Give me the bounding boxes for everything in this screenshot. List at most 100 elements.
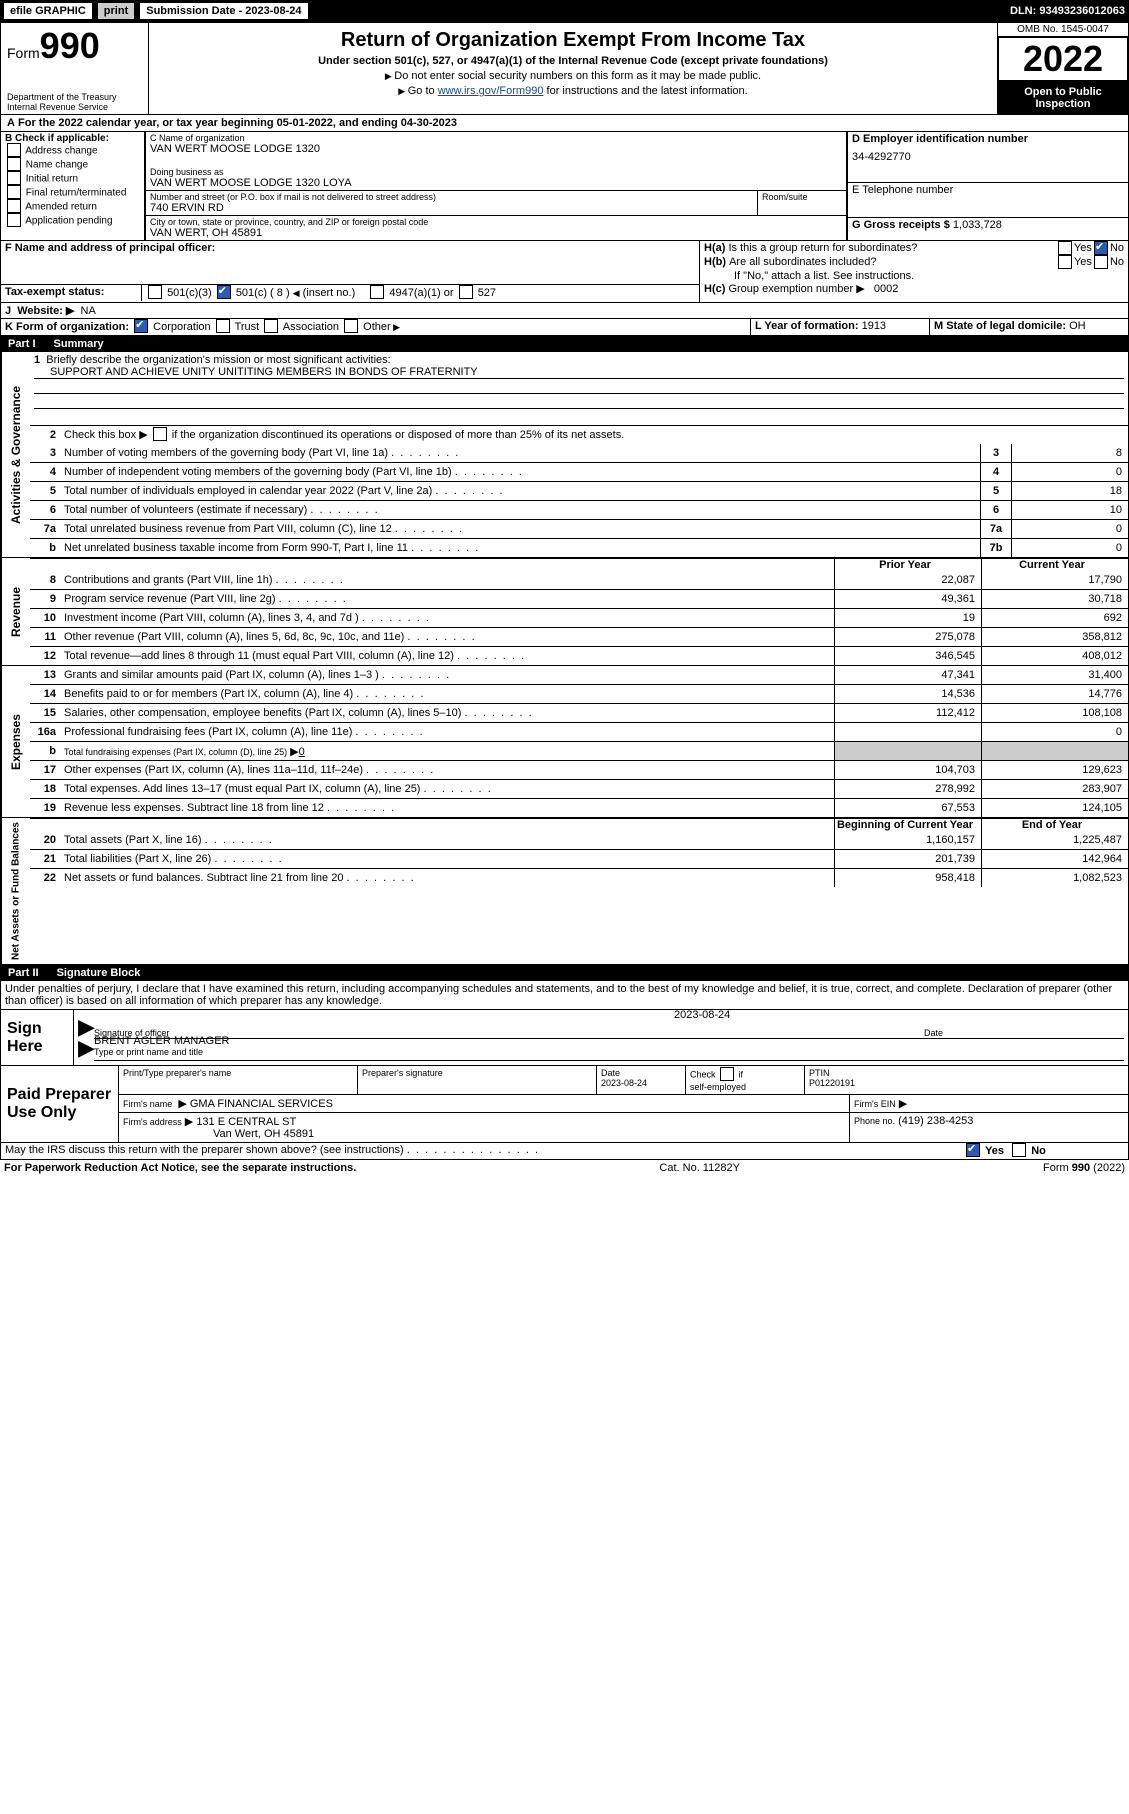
summary-line: 19Revenue less expenses. Subtract line 1… [30,798,1128,817]
chk-final[interactable]: Final return/terminated [5,186,140,200]
chk-pending[interactable]: Application pending [5,214,140,228]
form-subtitle: Under section 501(c), 527, or 4947(a)(1)… [155,55,991,67]
summary-line: 10Investment income (Part VIII, column (… [30,608,1128,627]
i-label: Tax-exempt status: [1,285,142,301]
nab-label: Net Assets or Fund Balances [1,818,30,964]
eoy-hdr: End of Year [981,819,1128,831]
summary-line: 17Other expenses (Part IX, column (A), l… [30,760,1128,779]
chk-amended[interactable]: Amended return [5,200,140,214]
cat-no: Cat. No. 11282Y [659,1162,740,1174]
line2-text: Check this box ▶ if the organization dis… [62,427,1128,443]
prior-year-hdr: Prior Year [834,559,981,571]
summary-line: 20Total assets (Part X, line 16) 1,160,1… [30,831,1128,849]
addr-label: Number and street (or P.O. box if mail i… [150,192,753,202]
line1-text: Briefly describe the organization's miss… [46,354,390,366]
chk-corp-checked [134,319,148,333]
link-note: Go to www.irs.gov/Form990 for instructio… [155,85,991,97]
summary-line: bNet unrelated business taxable income f… [30,538,1128,557]
hc-label: Group exemption number [728,283,853,295]
website-value: NA [81,305,96,317]
exp-label: Expenses [1,666,30,817]
irs-link[interactable]: www.irs.gov/Form990 [438,85,544,97]
hb-note: If "No," attach a list. See instructions… [704,270,1124,282]
form-ref: Form 990 (2022) [1043,1162,1125,1174]
room-label: Room/suite [762,192,842,202]
section-a: A For the 2022 calendar year, or tax yea… [0,115,1129,132]
summary-line: 15Salaries, other compensation, employee… [30,703,1128,722]
form-number: Form990 [7,25,142,67]
summary-line: 21Total liabilities (Part X, line 26) 20… [30,849,1128,868]
net-assets-section: Net Assets or Fund Balances Beginning of… [0,818,1129,965]
expenses-section: Expenses 13Grants and similar amounts pa… [0,666,1129,818]
officer-name: BRENT AGLER MANAGER [94,1035,1124,1047]
open-public: Open to PublicInspection [998,82,1128,114]
rev-label: Revenue [1,558,30,665]
summary-line: 5Total number of individuals employed in… [30,481,1128,500]
summary-line: 18Total expenses. Add lines 13–17 (must … [30,779,1128,798]
prep-ptin: PTINP01220191 [804,1066,1128,1094]
section-b: B Check if applicable: Address change Na… [1,132,145,240]
ssn-note: Do not enter social security numbers on … [155,70,991,82]
tax-exempt-status: 501(c)(3) 501(c) ( 8 ) ◀ (insert no.) 49… [142,285,699,301]
mission-text: SUPPORT AND ACHIEVE UNITY UNITITING MEMB… [34,366,1124,379]
hc-value: 0002 [874,283,898,295]
summary-line: 3Number of voting members of the governi… [30,444,1128,462]
section-m: M State of legal domicile: OH [930,319,1128,335]
summary-line: 14Benefits paid to or for members (Part … [30,684,1128,703]
summary-line: 7aTotal unrelated business revenue from … [30,519,1128,538]
section-fh: F Name and address of principal officer:… [0,241,1129,303]
ha-no-checked [1094,241,1108,255]
prep-name-label: Print/Type preparer's name [118,1066,357,1094]
chk-name[interactable]: Name change [5,158,140,172]
summary-line: 12Total revenue—add lines 8 through 11 (… [30,646,1128,665]
gross-value: 1,033,728 [953,219,1002,231]
activities-governance: Activities & Governance 1 Briefly descri… [0,352,1129,558]
treasury-label: Department of the TreasuryInternal Reven… [7,92,142,112]
perjury-text: Under penalties of perjury, I declare th… [0,981,1129,1010]
summary-line: 13Grants and similar amounts paid (Part … [30,666,1128,684]
paid-preparer-block: Paid Preparer Use Only Print/Type prepar… [0,1066,1129,1143]
summary-line: 9Program service revenue (Part VIII, lin… [30,589,1128,608]
summary-line: 11Other revenue (Part VIII, column (A), … [30,627,1128,646]
firm-ein: Firm's EIN ▶ [849,1095,1128,1112]
chk-initial[interactable]: Initial return [5,172,140,186]
b-header: B Check if applicable: [5,133,140,144]
ha-text: Is this a group return for subordinates? [728,242,1056,256]
firm-name: Firm's name ▶ GMA FINANCIAL SERVICES [118,1095,849,1112]
f-label: F Name and address of principal officer: [5,242,695,254]
dba-name: VAN WERT MOOSE LODGE 1320 LOYA [150,177,842,189]
may-discuss-row: May the IRS discuss this return with the… [0,1143,1129,1160]
prep-self-emp: Check ifself-employed [685,1066,804,1094]
pra-notice: For Paperwork Reduction Act Notice, see … [4,1162,356,1174]
dln-label: DLN: 93493236012063 [1010,5,1125,17]
prep-date: Date2023-08-24 [596,1066,685,1094]
summary-line: 8Contributions and grants (Part VIII, li… [30,571,1128,589]
sig-date-value: 2023-08-24 [674,1009,774,1021]
hb-text: Are all subordinates included? [729,256,1056,270]
revenue-section: Revenue Prior Year Current Year 8Contrib… [0,558,1129,666]
section-c: C Name of organizationVAN WERT MOOSE LOD… [145,132,847,240]
summary-line: 6Total number of volunteers (estimate if… [30,500,1128,519]
city-state-zip: VAN WERT, OH 45891 [150,227,842,239]
form-header: Form990 Department of the TreasuryIntern… [0,22,1129,115]
top-bar: efile GRAPHIC print Submission Date - 20… [0,0,1129,22]
may-yes-checked [966,1143,980,1157]
print-button[interactable]: print [98,3,134,19]
firm-address: Firm's address ▶ 131 E CENTRAL STVan Wer… [118,1113,849,1142]
ein-value: 34-4292770 [852,151,1124,163]
org-name: VAN WERT MOOSE LODGE 1320 [150,143,842,155]
section-l: L Year of formation: 1913 [751,319,930,335]
efile-label: efile GRAPHIC [4,3,92,19]
section-k: K Form of organization: Corporation Trus… [1,319,751,335]
sign-here-label: Sign Here [1,1010,74,1065]
officer-name-label: Type or print name and title [94,1047,1124,1057]
chk-address[interactable]: Address change [5,144,140,158]
ein-label: D Employer identification number [852,133,1124,145]
phone-label: E Telephone number [852,184,1124,196]
dba-label: Doing business as [150,167,842,177]
gross-label: G Gross receipts $ [852,219,950,231]
section-deg: D Employer identification number 34-42927… [847,132,1128,240]
boc-hdr: Beginning of Current Year [834,819,981,831]
section-h: H(a) Is this a group return for subordin… [700,241,1128,302]
tax-year: 2022 [998,37,1128,82]
